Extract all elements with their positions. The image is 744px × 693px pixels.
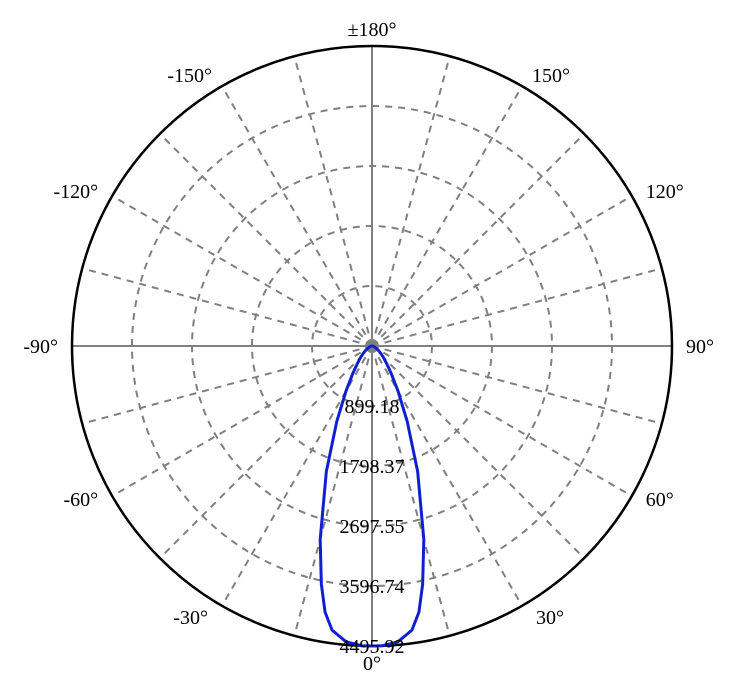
angle-label: 60° [646, 489, 674, 511]
polar-svg: 899.181798.372697.553596.744495.920°30°6… [0, 0, 744, 693]
radial-label: 1798.37 [340, 456, 405, 478]
angle-label: ±180° [348, 19, 397, 41]
radial-label: 3596.74 [340, 576, 405, 598]
angle-label: 120° [646, 181, 684, 203]
radial-label: 899.18 [345, 396, 400, 418]
angle-label: 0° [363, 653, 381, 675]
radial-label: 2697.55 [340, 516, 405, 538]
angle-label: 150° [532, 65, 570, 87]
polar-chart: 899.181798.372697.553596.744495.920°30°6… [0, 0, 744, 693]
angle-label: -120° [54, 181, 99, 203]
angle-label: -90° [23, 336, 58, 358]
angle-label: -150° [167, 65, 212, 87]
angle-label: 90° [686, 336, 714, 358]
angle-label: -60° [64, 489, 99, 511]
angle-label: 30° [536, 607, 564, 629]
angle-label: -30° [173, 607, 208, 629]
